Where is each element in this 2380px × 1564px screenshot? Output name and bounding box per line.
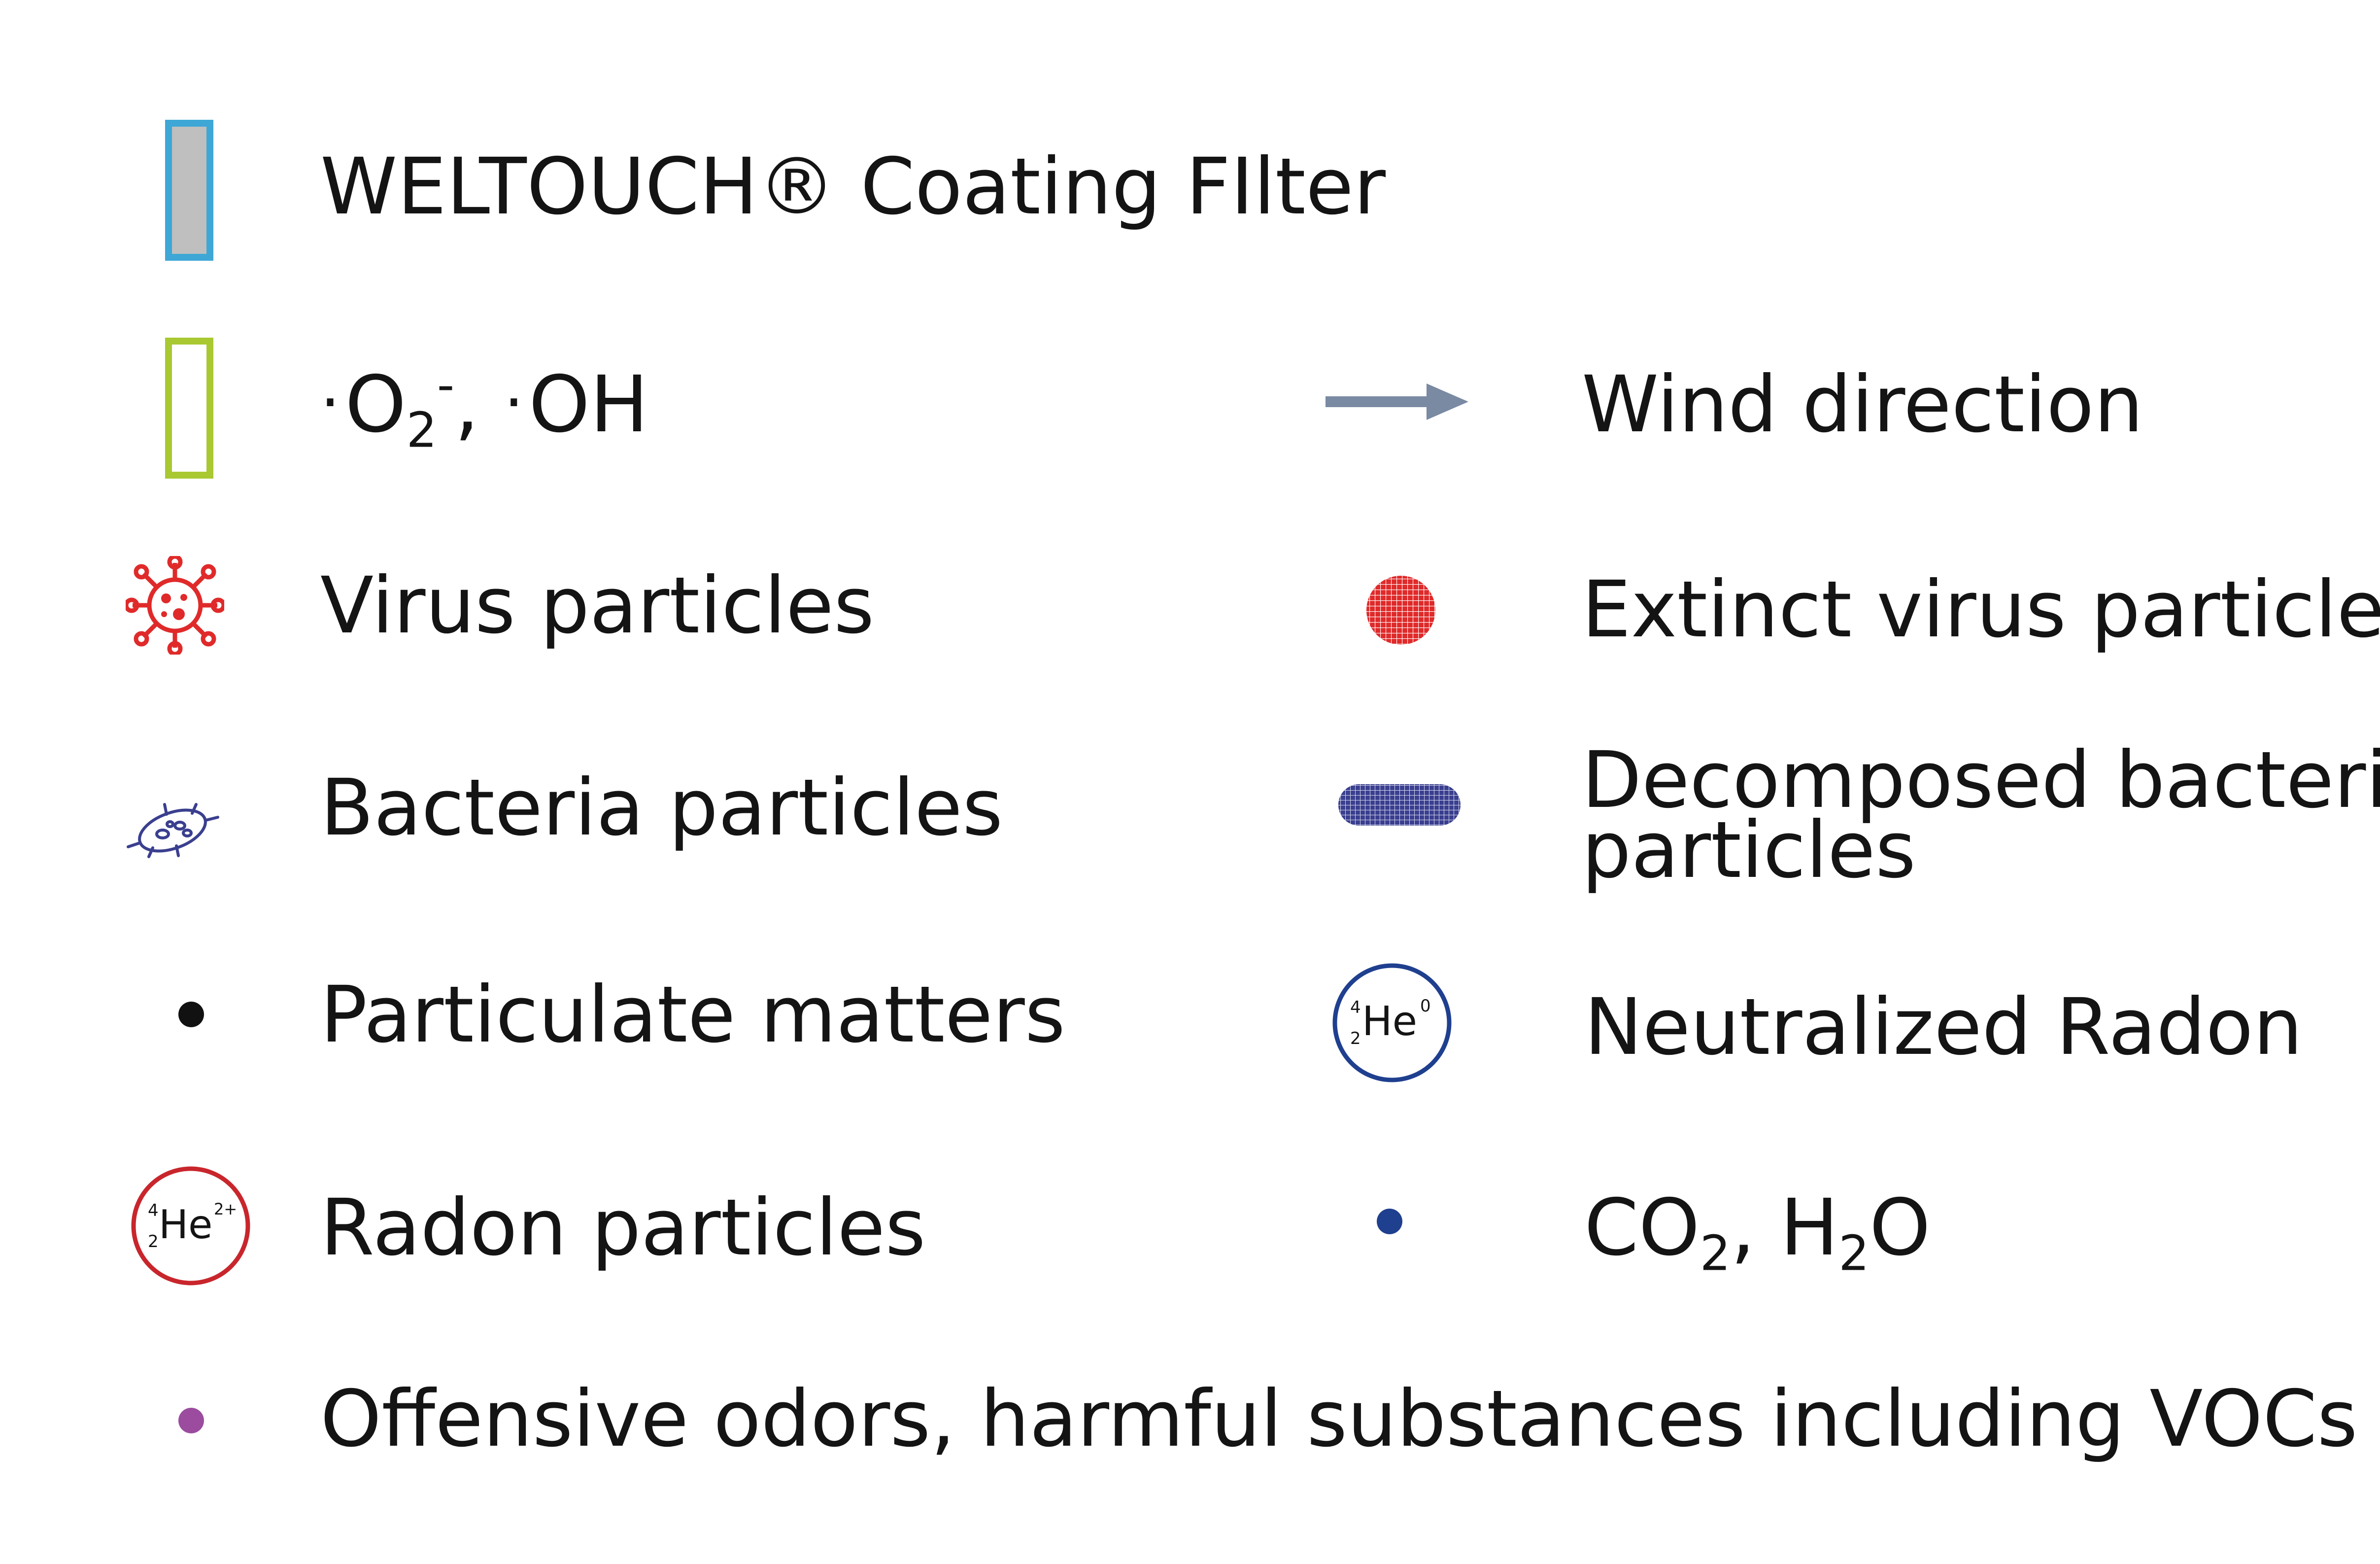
co-text: CO — [1584, 1182, 1700, 1273]
odor-dot-icon — [178, 1408, 204, 1433]
decomposed-bacteria-line2: particles — [1582, 805, 1916, 896]
radical-swatch-icon — [165, 338, 213, 479]
neutralized-helium-icon: 4 2 He 0 — [1332, 963, 1452, 1082]
virus-particles-label: Virus particles — [320, 560, 875, 651]
decomposed-bacteria-line1: Decomposed bacteria — [1582, 735, 2380, 826]
virus-icon — [126, 556, 224, 655]
h-subscript: 2 — [1838, 1225, 1870, 1282]
decomposed-bacteria-label: Decomposed bacteria particles — [1582, 735, 2380, 896]
wind-direction-label: Wind direction — [1582, 359, 2143, 450]
co2-h2o-dot-icon — [1377, 1209, 1402, 1234]
ion-helium-symbol: He — [159, 1202, 212, 1248]
particulate-matters-label: Particulate matters — [320, 970, 1066, 1060]
coating-filter-swatch-icon — [165, 120, 213, 261]
o-text: O — [1869, 1182, 1931, 1273]
extinct-virus-icon — [1366, 576, 1435, 645]
oxygen-text: O — [345, 359, 407, 450]
arrow-right-icon — [1326, 383, 1468, 420]
neutral-mass-number: 4 — [1350, 998, 1361, 1017]
ion-mass-number: 4 — [148, 1201, 159, 1220]
coating-filter-label: WELTOUCH® Coating FIlter — [320, 141, 1386, 232]
radical-dot: · — [320, 366, 340, 439]
radon-particles-label: Radon particles — [320, 1182, 926, 1273]
neutralized-radon-label: Neutralized Radon — [1584, 982, 2303, 1073]
ion-atomic-number: 2 — [148, 1232, 159, 1251]
bacteria-icon — [127, 803, 219, 858]
ion-charge: 2+ — [214, 1200, 237, 1218]
radicals-label: ·O2-, ·OH — [320, 361, 648, 454]
bacteria-particles-label: Bacteria particles — [320, 763, 1003, 853]
extinct-virus-particles-label: Extinct virus particles — [1582, 564, 2380, 655]
neutral-atomic-number: 2 — [1350, 1029, 1361, 1048]
offensive-odors-label: Offensive odors, harmful substances incl… — [320, 1374, 2358, 1464]
oxygen-charge: - — [437, 357, 455, 414]
neutral-charge: 0 — [1420, 996, 1431, 1016]
oxygen-subscript: 2 — [406, 402, 437, 459]
particulate-dot-icon — [178, 1002, 204, 1027]
h-text: H — [1780, 1182, 1839, 1273]
radical-separator: , — [454, 359, 504, 450]
decomposed-bacteria-icon — [1338, 784, 1461, 826]
hydroxyl-text: OH — [528, 359, 649, 450]
co-subscript: 2 — [1700, 1225, 1731, 1282]
co2-h2o-separator: , — [1731, 1182, 1780, 1273]
co2-h2o-label: CO2, H2O — [1584, 1189, 1931, 1278]
neutral-helium-symbol: He — [1362, 998, 1417, 1045]
helium-ion-icon: 4 2 He 2+ — [131, 1166, 250, 1286]
radical-dot-2: · — [504, 366, 524, 439]
